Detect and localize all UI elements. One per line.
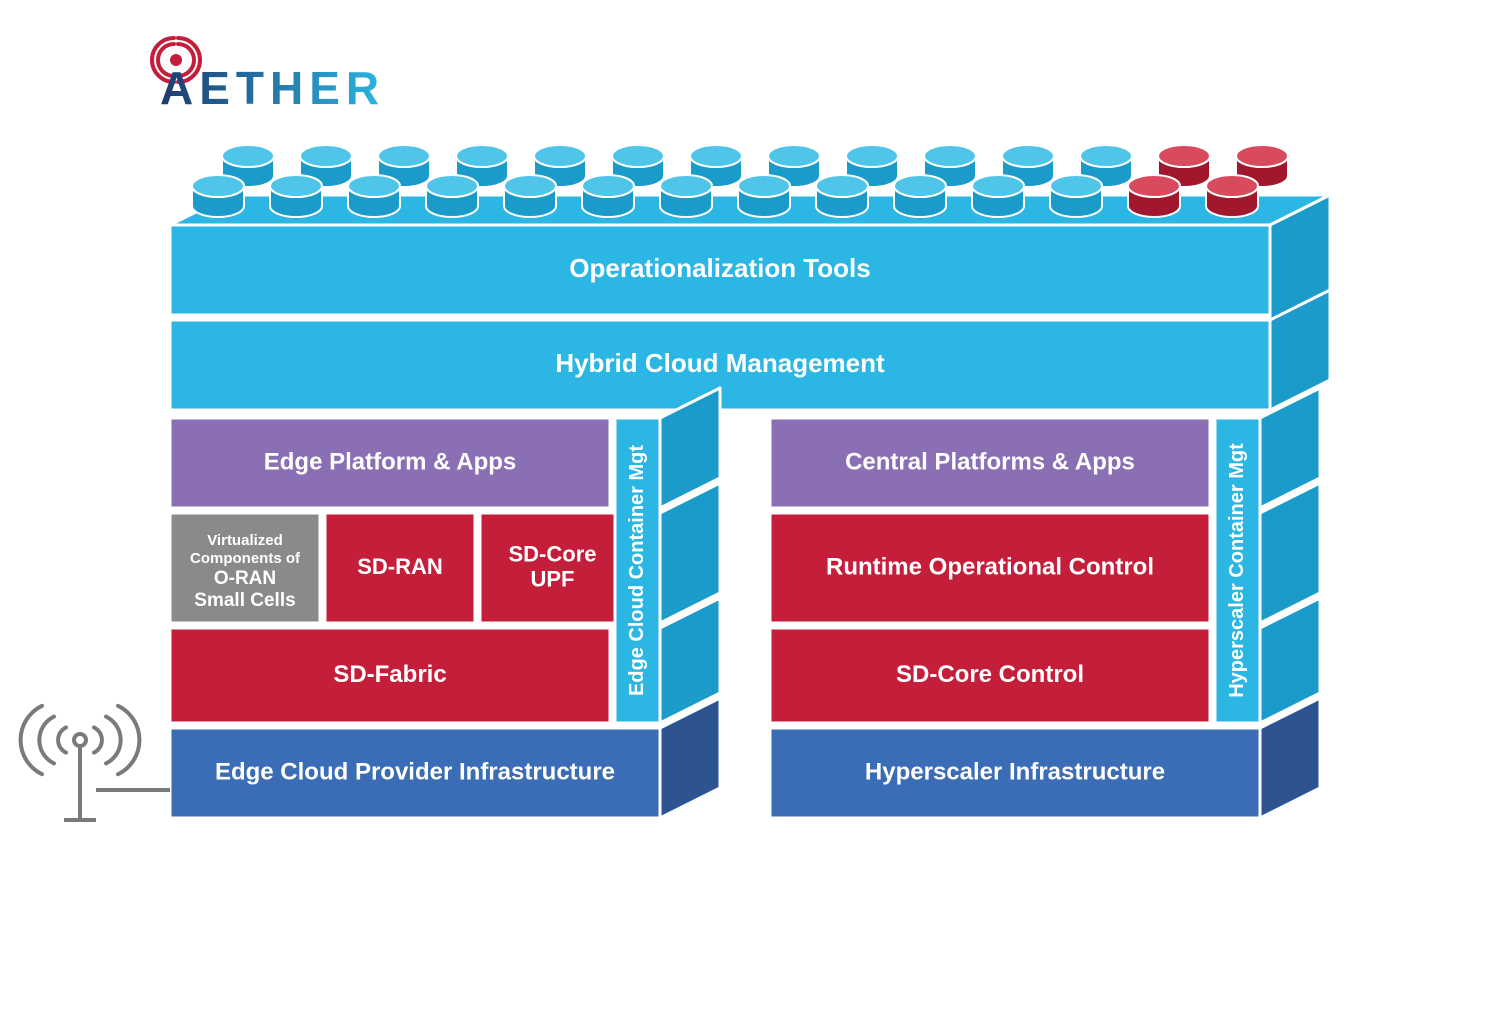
left-column: Edge Platform & Apps VirtualizedComponent… bbox=[170, 388, 720, 818]
svg-text:SD-Fabric: SD-Fabric bbox=[333, 661, 446, 688]
svg-text:O-RAN: O-RAN bbox=[214, 568, 276, 589]
top-prism: Operationalization Tools Hybrid Cloud Man… bbox=[170, 145, 1330, 410]
svg-text:UPF: UPF bbox=[531, 566, 575, 591]
svg-text:Hybrid Cloud Management: Hybrid Cloud Management bbox=[555, 348, 885, 378]
svg-text:SD-RAN: SD-RAN bbox=[357, 554, 443, 579]
svg-text:Edge Cloud Provider Infrastruc: Edge Cloud Provider Infrastructure bbox=[215, 758, 615, 785]
logo-text: AETHER bbox=[160, 62, 385, 114]
right-column-mgt-label: Hyperscaler Container Mgt bbox=[1226, 443, 1248, 698]
aether-logo: AETHER bbox=[152, 38, 385, 114]
svg-text:Virtualized: Virtualized bbox=[207, 532, 283, 549]
svg-text:Runtime Operational Control: Runtime Operational Control bbox=[826, 553, 1154, 580]
svg-text:Edge Platform & Apps: Edge Platform & Apps bbox=[264, 448, 516, 475]
svg-text:SD-Core: SD-Core bbox=[508, 541, 596, 566]
svg-text:Components of: Components of bbox=[190, 550, 301, 567]
svg-text:Hyperscaler Infrastructure: Hyperscaler Infrastructure bbox=[865, 758, 1165, 785]
right-column: Central Platforms & Apps Runtime Operatio… bbox=[770, 388, 1320, 818]
left-column-mgt-label: Edge Cloud Container Mgt bbox=[626, 445, 648, 696]
svg-text:Operationalization Tools: Operationalization Tools bbox=[569, 253, 870, 283]
antenna-icon bbox=[21, 706, 170, 820]
svg-text:Central Platforms & Apps: Central Platforms & Apps bbox=[845, 448, 1135, 475]
svg-text:SD-Core Control: SD-Core Control bbox=[896, 661, 1084, 688]
svg-text:Small Cells: Small Cells bbox=[194, 590, 295, 611]
